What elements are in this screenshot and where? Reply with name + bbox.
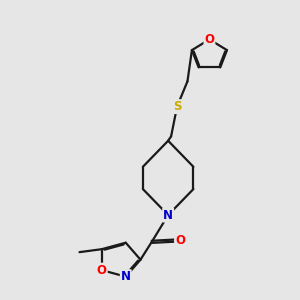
Text: O: O <box>204 33 214 46</box>
Text: S: S <box>173 100 181 113</box>
Text: O: O <box>175 234 185 247</box>
Text: O: O <box>97 264 107 277</box>
Text: N: N <box>163 208 173 222</box>
Text: N: N <box>121 270 131 283</box>
